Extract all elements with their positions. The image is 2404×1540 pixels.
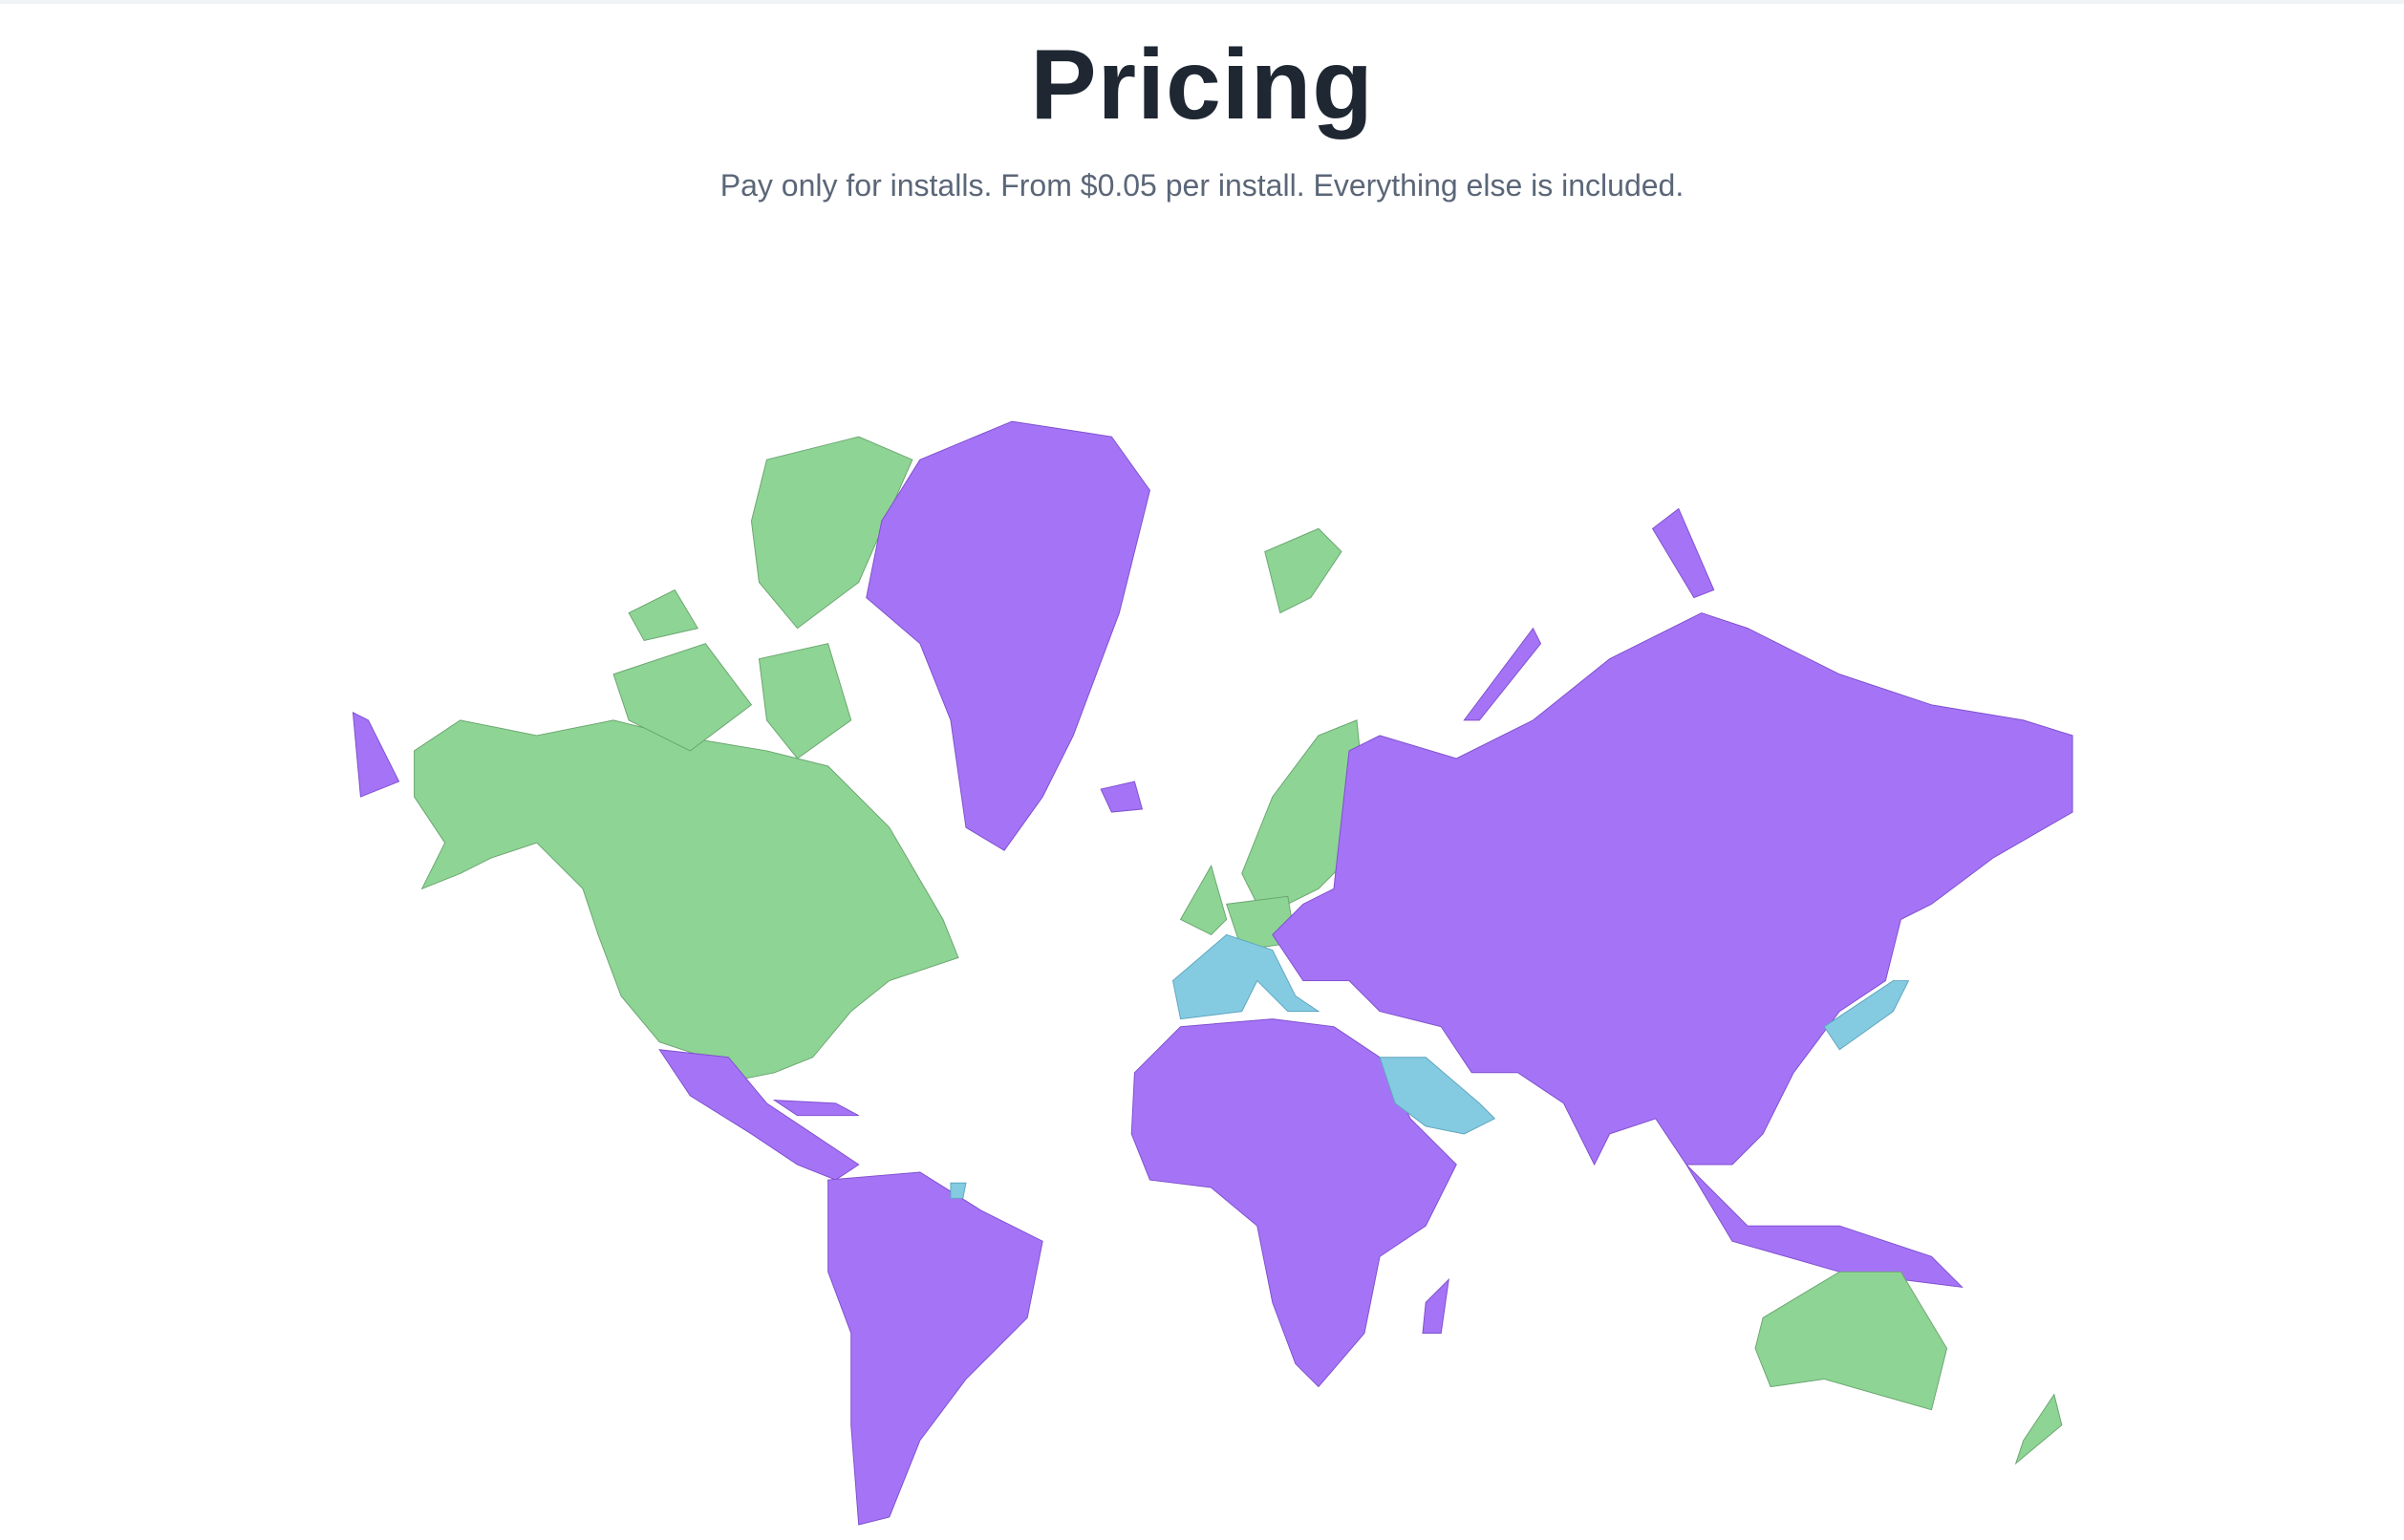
arctic-island bbox=[750, 436, 913, 630]
page-title: Pricing bbox=[1030, 30, 1374, 140]
africa bbox=[1130, 1018, 1457, 1388]
madagascar bbox=[1422, 1277, 1449, 1334]
central-america bbox=[658, 1049, 860, 1181]
south-america bbox=[827, 1171, 1043, 1526]
britain bbox=[1179, 865, 1228, 936]
page-subtitle: Pay only for installs. From $0.05 per in… bbox=[719, 168, 1685, 203]
arctic-island-east bbox=[1651, 507, 1715, 599]
svalbard bbox=[1264, 527, 1342, 614]
arctic-island bbox=[758, 643, 852, 759]
novaya-zemlya bbox=[1463, 627, 1542, 721]
arctic-island bbox=[628, 588, 699, 642]
guiana bbox=[950, 1182, 967, 1199]
eurasia bbox=[1272, 612, 2073, 1166]
north-america bbox=[414, 719, 959, 1081]
top-bar bbox=[0, 0, 2404, 4]
alaska-tip bbox=[352, 712, 400, 798]
iceland bbox=[1100, 781, 1144, 813]
western-europe bbox=[1171, 933, 1320, 1020]
arctic-island bbox=[612, 643, 753, 752]
new-zealand bbox=[2014, 1393, 2063, 1465]
southeast-asia-islands bbox=[1685, 1164, 1964, 1288]
japan bbox=[1823, 980, 1910, 1051]
greenland bbox=[866, 420, 1150, 851]
australia bbox=[1754, 1271, 1948, 1411]
caribbean bbox=[772, 1100, 859, 1117]
arabia bbox=[1379, 1057, 1496, 1135]
